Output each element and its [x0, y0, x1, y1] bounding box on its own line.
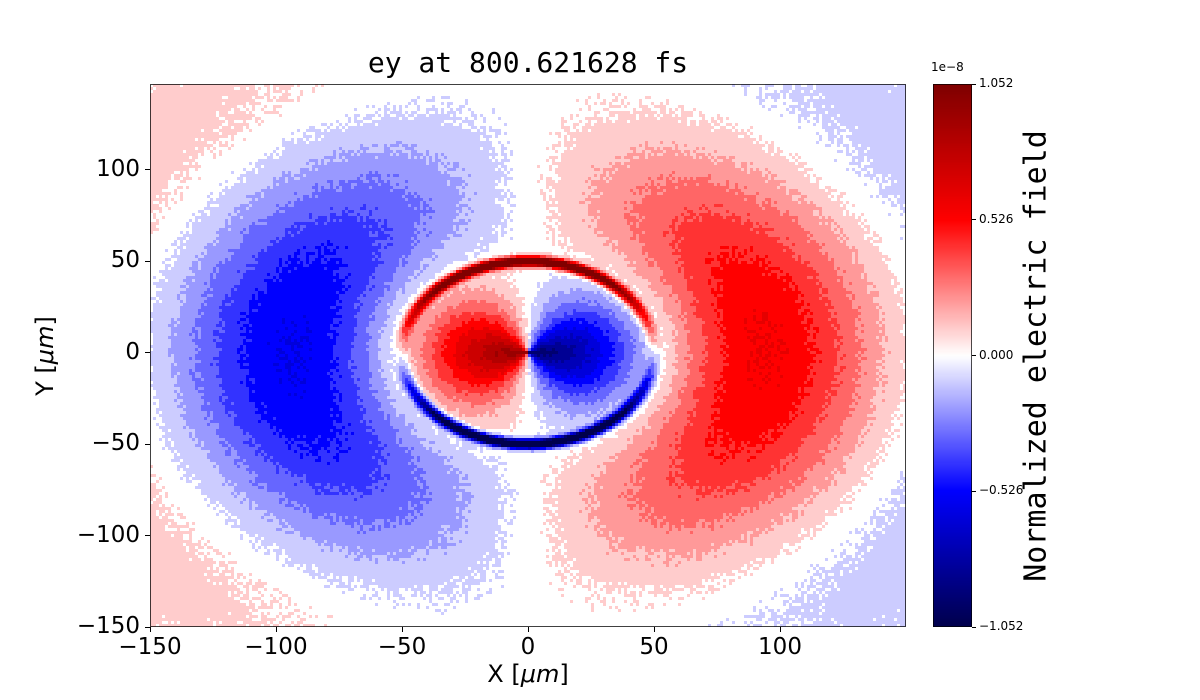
x-tick-mark	[527, 627, 529, 632]
y-axis-label-suffix: ]	[31, 315, 59, 326]
x-tick-label: −50	[377, 634, 427, 660]
colorbar-gradient	[933, 84, 972, 627]
colorbar-offset-text: 1e−8	[931, 60, 964, 74]
colorbar-tick-mark	[972, 490, 976, 492]
x-axis-label: X [μm]	[150, 660, 906, 688]
colorbar-tick-mark	[972, 355, 976, 356]
x-tick-label: −150	[118, 634, 182, 660]
x-tick-mark	[779, 627, 781, 632]
colorbar-label: Normalized electric field	[1018, 129, 1054, 582]
x-tick-mark	[275, 627, 277, 632]
y-axis-label-wrap: Y [μm]	[22, 84, 68, 627]
y-axis-label-prefix: Y [	[31, 363, 59, 396]
colorbar-tick-mark	[972, 626, 976, 628]
x-axis-label-suffix: ]	[559, 660, 569, 688]
x-tick-label: 50	[639, 634, 669, 660]
x-tick-mark	[653, 627, 655, 632]
x-tick-label: −100	[244, 634, 308, 660]
y-axis-unit: μm	[31, 325, 59, 364]
y-axis-label: Y [μm]	[31, 316, 59, 396]
colorbar-tick-mark	[972, 83, 976, 85]
x-tick-label: 100	[758, 634, 802, 660]
colorbar-label-wrap: Normalized electric field	[1006, 84, 1066, 627]
x-tick-mark	[401, 627, 403, 632]
x-tick-label: 0	[520, 634, 536, 660]
plot-title: ey at 800.621628 fs	[367, 46, 689, 79]
x-tick-mark	[149, 627, 151, 632]
field-heatmap	[150, 84, 906, 627]
x-axis-label-prefix: X [	[487, 660, 521, 688]
colorbar-tick-mark	[972, 219, 976, 221]
x-axis-unit: μm	[520, 660, 560, 688]
